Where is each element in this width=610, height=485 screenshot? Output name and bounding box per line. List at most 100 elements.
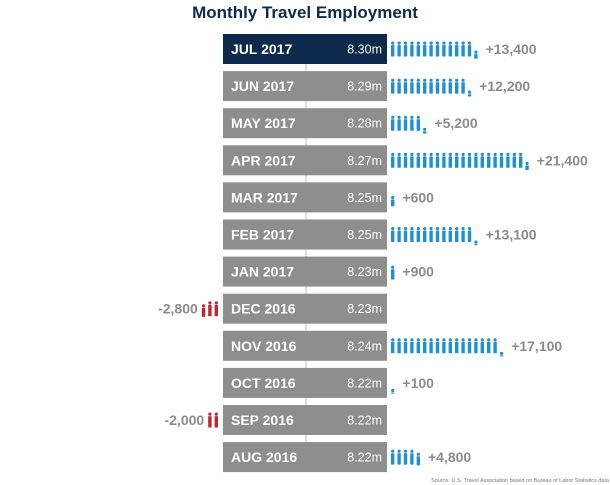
person-icon [403,115,408,131]
person-icon [455,338,459,354]
person-icon [201,304,206,317]
person-icon-body [435,45,440,57]
person-icon-body [397,453,401,465]
person-icon [403,78,408,94]
person-icon-body [429,82,433,94]
month-bar [223,405,387,435]
person-icon [423,227,427,242]
person-icon [416,338,420,354]
person-icon-body [397,82,401,94]
person-icon-head [423,338,427,342]
person-icon-body [442,156,446,168]
person-icon-body [487,156,491,168]
change-label: +21,400 [537,152,588,168]
month-bar [223,367,387,398]
person-icon-head [208,301,212,305]
person-icon-body [448,341,452,354]
person-icon-head [429,78,433,82]
person-icon-body [403,45,408,57]
person-icon-body [423,341,427,354]
person-icon-body [429,341,433,354]
person-icon [493,152,497,168]
person-icon-head [467,41,472,45]
person-icon-head [391,338,395,342]
person-icon-body [467,230,472,242]
person-icon [487,338,491,354]
month-label: MAR 2017 [231,189,298,205]
person-icon [416,115,420,131]
person-icon-head [423,41,427,45]
person-icon-head [442,41,446,45]
person-icon-head [403,115,408,119]
source-note: Source: U.S. Travel Association based on… [431,478,610,484]
month-row: JUN 2017 8.29m +12,200 [223,71,530,102]
month-bar [223,293,387,324]
loss-icons [208,412,218,428]
month-label: NOV 2016 [231,338,297,354]
change-label: -2,000 [164,412,204,428]
person-icon-body [208,304,212,317]
person-icon [397,338,401,354]
month-row: MAR 2017 8.25m +600 [223,182,434,213]
person-icon-body [410,45,414,57]
person-icon [403,227,408,242]
person-icon [467,227,472,242]
person-icon-body [391,156,395,168]
person-icon-head [435,78,440,82]
person-icon-head [429,227,433,231]
person-icon-body [410,453,414,465]
gain-icons [391,388,395,394]
person-icon-body [201,307,206,317]
person-icon-body [416,45,420,57]
person-icon-head [391,388,395,393]
person-icon-head [403,41,408,45]
person-icon [391,41,395,57]
gain-icons [391,41,478,59]
person-icon [410,78,414,94]
person-icon [208,301,212,317]
person-icon [448,78,452,94]
employment-level: 8.28m [347,117,382,131]
person-icon [397,449,401,465]
person-icon [448,41,452,57]
month-bar [223,219,387,250]
person-icon [455,41,459,57]
month-bar [223,182,387,213]
person-icon [416,78,420,94]
month-label: JUL 2017 [231,41,292,57]
month-row: DEC 2016 8.23m -2,800 [158,293,387,324]
person-icon-body [455,341,459,354]
person-icon-head [416,41,420,45]
change-label: +5,200 [434,115,477,131]
person-icon-body [474,54,478,59]
person-icon-head [455,338,459,342]
person-icon [448,338,452,354]
month-row: FEB 2017 8.25m +13,100 [223,219,537,250]
person-icon [423,41,427,57]
month-bar [223,330,387,361]
person-icon-head [410,78,414,82]
change-label: +13,400 [486,41,537,57]
person-icon-body [455,82,459,94]
person-icon-head [499,351,504,355]
person-icon-body [512,156,516,168]
person-icon [519,152,523,168]
person-icon [391,227,395,242]
person-icon-body [474,244,478,246]
change-label: -2,800 [158,301,198,317]
person-icon-head [391,41,395,45]
month-row: JAN 2017 8.23m +900 [223,256,434,287]
person-icon-body [429,156,433,168]
person-icon [214,412,218,428]
person-icon-head [435,41,440,45]
person-icon [391,115,395,131]
change-label: +900 [402,264,434,280]
person-icon [435,338,440,354]
person-icon-body [467,156,472,168]
person-icon [474,338,478,354]
person-icon-body [455,156,459,168]
person-icon-head [397,227,401,231]
change-label: +17,100 [511,338,562,354]
person-icon-head [493,152,497,156]
